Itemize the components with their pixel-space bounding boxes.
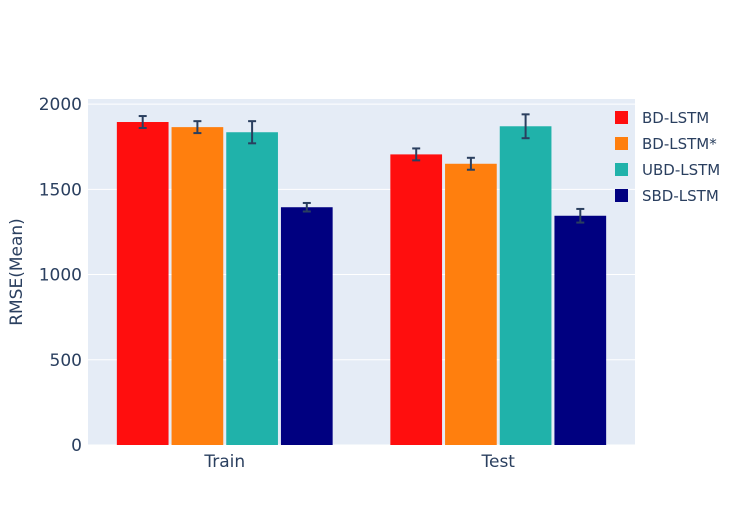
legend-swatch bbox=[615, 111, 628, 124]
x-tick-label: Train bbox=[203, 452, 245, 472]
bar bbox=[226, 132, 278, 445]
bar bbox=[499, 126, 552, 445]
x-axis-ticks: Train Test bbox=[203, 452, 515, 472]
legend-label: BD-LSTM* bbox=[642, 135, 717, 153]
y-tick-label: 2000 bbox=[39, 95, 82, 115]
y-tick-label: 500 bbox=[50, 351, 82, 371]
bar bbox=[554, 215, 607, 445]
bar bbox=[280, 207, 333, 445]
error-bars bbox=[138, 113, 585, 224]
y-axis-title: RMSE(Mean) bbox=[7, 218, 27, 326]
y-tick-label: 1500 bbox=[39, 180, 82, 200]
legend-label: BD-LSTM bbox=[642, 109, 709, 127]
legend-swatch bbox=[615, 137, 628, 150]
legend: BD-LSTM BD-LSTM* UBD-LSTM SBD-LSTM bbox=[615, 109, 720, 205]
legend-label: UBD-LSTM bbox=[642, 161, 720, 179]
bars bbox=[116, 122, 607, 445]
y-tick-label: 0 bbox=[71, 436, 82, 456]
x-tick-label: Test bbox=[481, 452, 516, 472]
bar bbox=[116, 122, 169, 445]
bar bbox=[390, 154, 443, 445]
bar bbox=[171, 127, 224, 445]
y-tick-label: 1000 bbox=[39, 266, 82, 286]
legend-swatch bbox=[615, 189, 628, 202]
legend-swatch bbox=[615, 163, 628, 176]
legend-label: SBD-LSTM bbox=[642, 187, 719, 205]
y-axis-ticks: 0 500 1000 1500 2000 bbox=[39, 95, 82, 456]
bar bbox=[445, 163, 497, 445]
plot-area bbox=[88, 99, 635, 445]
